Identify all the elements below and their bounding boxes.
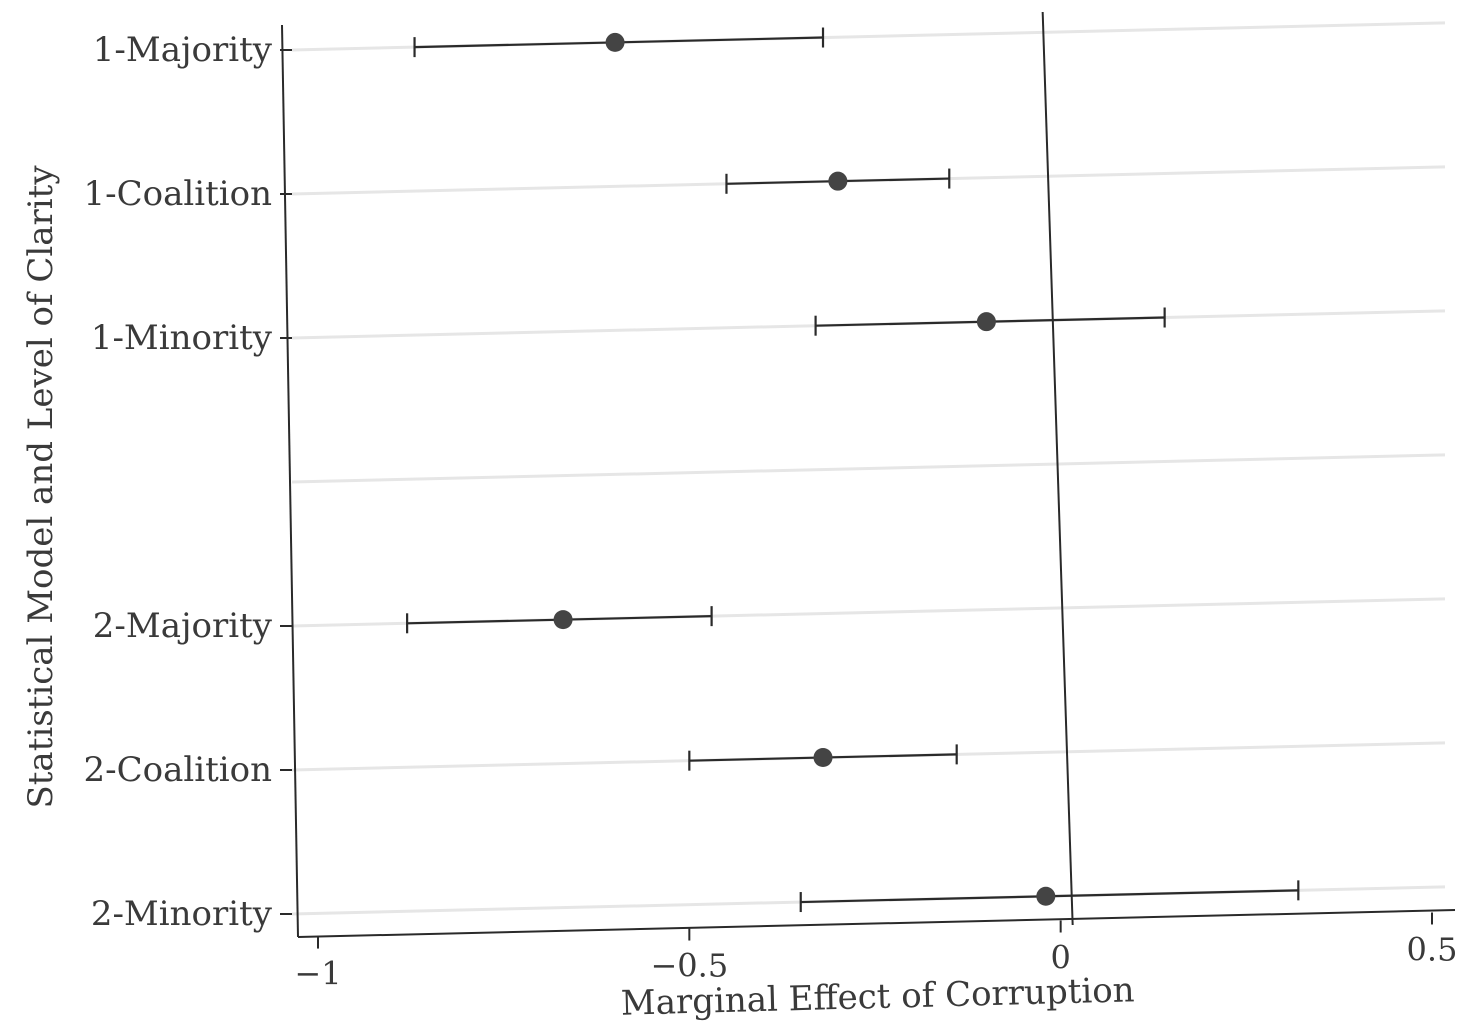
point-estimate [828, 171, 848, 191]
y-tick-label: 2-Coalition [83, 750, 272, 790]
x-tick-label: −1 [294, 955, 341, 993]
y-tick-label: 2-Minority [91, 894, 273, 934]
zero-reference-line [1041, 11, 1074, 926]
point-estimate [813, 748, 833, 768]
point-estimates [553, 32, 1056, 906]
y-tick-label: 2-Majority [93, 606, 273, 646]
y-tick-label: 1-Coalition [83, 174, 272, 214]
axes [280, 11, 1456, 949]
point-estimate [605, 32, 625, 52]
x-tick-label: 0 [1050, 939, 1070, 977]
x-axis-line [297, 909, 1456, 938]
x-tick-label: 0.5 [1407, 930, 1458, 968]
grid-line [291, 453, 1446, 484]
y-axis-line [281, 24, 299, 938]
point-estimate [553, 610, 573, 630]
point-estimate [976, 312, 996, 332]
point-estimate [1036, 886, 1056, 906]
labels: 1-Majority 1-Coalition 1-Minority 2-Majorit… [83, 30, 1457, 993]
y-tick-label: 1-Minority [91, 318, 273, 358]
y-axis-title: Statistical Model and Level of Clarity [21, 165, 61, 809]
y-tick-label: 1-Majority [93, 30, 273, 70]
grid-lines [291, 21, 1446, 916]
x-tick-label: −0.5 [650, 947, 728, 985]
